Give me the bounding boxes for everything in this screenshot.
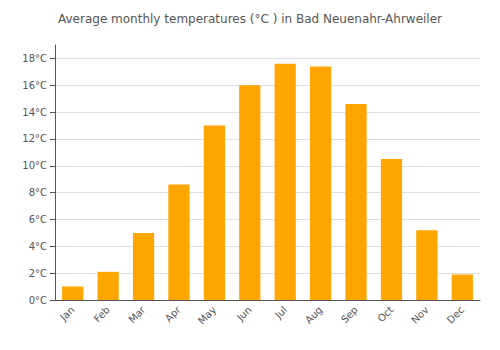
svg-text:2°C: 2°C [29, 268, 47, 279]
svg-text:May: May [196, 304, 218, 326]
svg-text:Jan: Jan [57, 304, 76, 323]
svg-text:Feb: Feb [92, 304, 112, 324]
svg-text:Apr: Apr [163, 303, 184, 324]
svg-text:8°C: 8°C [29, 187, 47, 198]
svg-text:18°C: 18°C [22, 53, 47, 64]
svg-text:4°C: 4°C [29, 241, 47, 252]
svg-text:14°C: 14°C [22, 107, 47, 118]
svg-text:Nov: Nov [409, 304, 431, 326]
svg-text:Jun: Jun [234, 304, 254, 324]
svg-text:16°C: 16°C [22, 80, 47, 91]
svg-text:Average monthly temperatures (: Average monthly temperatures (°C ) in Ba… [58, 12, 442, 26]
svg-text:Dec: Dec [445, 304, 466, 325]
svg-text:Jul: Jul [272, 304, 289, 321]
svg-text:12°C: 12°C [22, 133, 47, 144]
svg-text:Mar: Mar [126, 303, 148, 325]
svg-text:Aug: Aug [303, 304, 325, 326]
svg-text:Sep: Sep [339, 304, 360, 325]
svg-text:0°C: 0°C [29, 295, 47, 306]
svg-text:6°C: 6°C [29, 214, 47, 225]
svg-text:Oct: Oct [375, 304, 395, 324]
svg-text:10°C: 10°C [22, 160, 47, 171]
